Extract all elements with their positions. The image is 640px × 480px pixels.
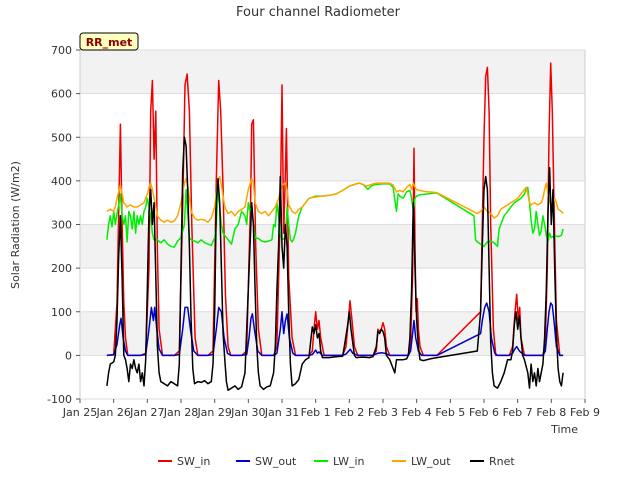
rr-met-badge-box [79, 32, 139, 51]
grid-band [80, 137, 585, 181]
y-tick-label: -100 [47, 393, 72, 406]
grid-band [80, 93, 585, 138]
x-tick-label: Feb 6 [469, 406, 499, 419]
rr-met-badge-text: RR_met [86, 36, 133, 49]
series-line-sw-out [106, 302, 564, 357]
legend-label: LW_out [411, 455, 451, 468]
legend-label: Rnet [489, 455, 515, 468]
x-tick-label: Jan 26 [95, 406, 130, 419]
x-tick-label: Feb 4 [402, 406, 432, 419]
grid-band [80, 50, 585, 94]
x-tick-label: Feb 2 [334, 406, 364, 419]
series-line-lw-out [106, 175, 564, 224]
series-layer [106, 62, 564, 392]
x-tick-label: Jan 28 [163, 406, 198, 419]
series-line-lw-in [106, 182, 564, 248]
y-axis-label: Solar Radiation (W/m2) [9, 161, 22, 289]
x-axis-ticks: Jan 25 Jan 26 Jan 27 Jan 28 Jan 29 Jan 30 Jan … [62, 399, 600, 419]
rr-met-badge: RR_met [79, 32, 139, 51]
x-tick-label: Feb 9 [570, 406, 600, 419]
legend-label: SW_out [255, 455, 297, 468]
y-tick-label: 100 [51, 306, 72, 319]
x-tick-label: Jan 27 [129, 406, 164, 419]
legend-label: SW_in [177, 455, 210, 468]
y-tick-label: 600 [51, 88, 72, 101]
legend-label: LW_in [333, 455, 365, 468]
x-tick-label: Feb 3 [368, 406, 398, 419]
y-tick-label: 700 [51, 44, 72, 57]
y-tick-label: 200 [51, 262, 72, 275]
y-tick-label: 400 [51, 175, 72, 188]
x-tick-label: Jan 30 [230, 406, 265, 419]
y-tick-label: 300 [51, 219, 72, 232]
x-tick-label: Jan 29 [196, 406, 231, 419]
grid-band [80, 355, 585, 399]
x-tick-label: Feb 7 [503, 406, 533, 419]
x-tick-label: Feb 5 [435, 406, 465, 419]
series-line-sw-in [106, 62, 564, 357]
y-tick-label: 500 [51, 131, 72, 144]
x-tick-label: Feb 8 [536, 406, 566, 419]
grid-band [80, 180, 585, 225]
series-line-rnet [106, 136, 564, 392]
x-tick-label: Feb 1 [301, 406, 331, 419]
x-tick-label: Jan 31 [264, 406, 299, 419]
plot-bands [80, 50, 585, 399]
x-axis-label: Time [550, 423, 578, 436]
grid-band [80, 224, 585, 269]
x-tick-label: Jan 25 [62, 406, 97, 419]
chart-title: Four channel Radiometer [236, 5, 401, 20]
grid-band [80, 311, 585, 356]
y-tick-label: 0 [65, 349, 72, 362]
legend: SW_in SW_out LW_in LW_out Rnet [158, 455, 515, 468]
grid-band [80, 268, 585, 312]
